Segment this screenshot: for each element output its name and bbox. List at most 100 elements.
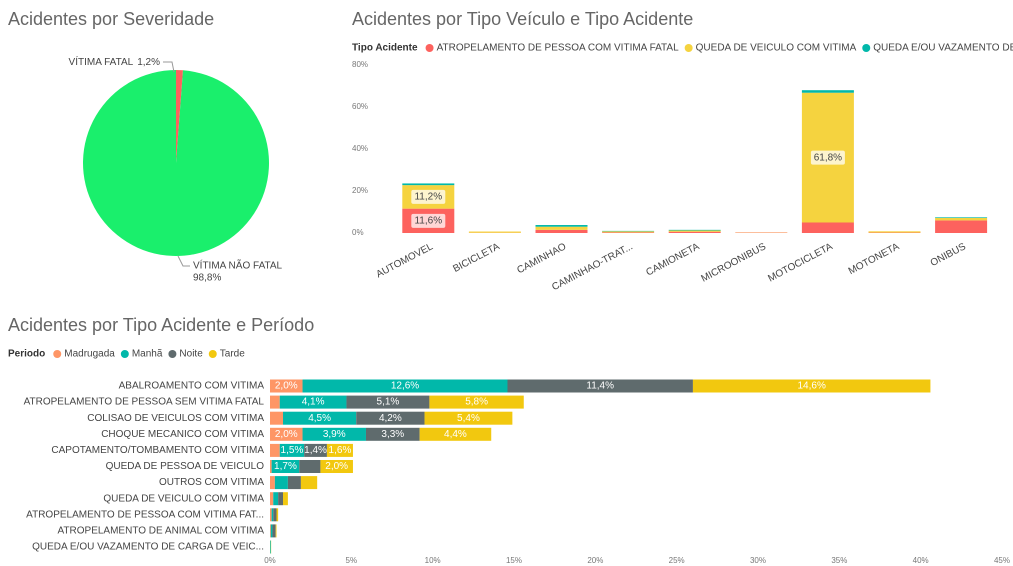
bar-segment xyxy=(868,231,921,233)
bar-segment xyxy=(271,508,274,522)
bar-segment xyxy=(935,217,988,218)
value-label: 1,7% xyxy=(274,461,297,472)
value-label-bg xyxy=(411,189,446,204)
bar-segment xyxy=(320,460,353,473)
bar-segment xyxy=(801,90,854,93)
bar-segment xyxy=(275,524,277,538)
bar-segment xyxy=(270,460,272,473)
slice-value: 1,2% xyxy=(137,57,160,68)
bar-segment xyxy=(271,460,300,473)
legend-swatch xyxy=(208,350,217,358)
x-tick-label: BICICLETA xyxy=(451,241,501,275)
bar-segment xyxy=(274,476,288,490)
x-tick-label: 20% xyxy=(587,556,603,565)
y-tick-label: 0% xyxy=(352,228,364,237)
legend-swatch xyxy=(684,44,693,52)
value-label: 2,0% xyxy=(275,429,298,440)
legend-swatch xyxy=(168,350,177,358)
x-tick-label: 10% xyxy=(425,556,441,565)
bar-segment xyxy=(270,476,275,490)
bar-segment xyxy=(801,222,854,233)
y-tick-label: COLISAO DE VEICULOS COM VITIMA xyxy=(87,413,264,424)
y-tick-label: ATROPELAMENTO DE PESSOA SEM VITIMA FATAL xyxy=(24,397,265,408)
leader-line xyxy=(163,61,175,73)
bar-segment xyxy=(283,492,288,506)
x-tick-label: 30% xyxy=(750,556,766,565)
bar-segment xyxy=(935,217,988,221)
value-label: 11,4% xyxy=(586,381,614,392)
value-label: 3,3% xyxy=(381,429,404,440)
bar-segment xyxy=(535,225,588,227)
y-tick-label: QUEDA DE PESSOA DE VEICULO xyxy=(106,461,265,472)
slice-label: 98,8% xyxy=(193,273,221,284)
bar-segment xyxy=(429,395,524,409)
leader-line xyxy=(177,255,190,267)
value-label: 1,5% xyxy=(281,445,304,456)
bar-segment xyxy=(300,476,318,490)
x-tick-label: 5% xyxy=(346,556,358,565)
bar-segment xyxy=(279,395,347,409)
bar-segment xyxy=(356,411,425,425)
value-label: 4,5% xyxy=(308,413,331,424)
value-label: 4,1% xyxy=(302,397,325,408)
bar-segment xyxy=(419,427,492,441)
bar-segment xyxy=(270,492,274,506)
y-tick-label: ATROPELAMENTO DE PESSOA COM VITIMA FAT..… xyxy=(26,509,264,520)
bar-segment xyxy=(270,524,271,538)
value-label: 1,4% xyxy=(304,445,327,456)
bar-segment xyxy=(270,379,303,393)
bar-segment xyxy=(273,508,277,522)
value-label-bg xyxy=(810,150,845,165)
bar-segment xyxy=(668,230,721,232)
value-label: 4,4% xyxy=(444,429,467,440)
bar-segment xyxy=(535,226,588,230)
bar-segment xyxy=(283,411,357,425)
chart-title: Acidentes por Tipo Veículo e Tipo Aciden… xyxy=(352,9,693,29)
y-tick-label: CHOQUE MECANICO COM VITIMA xyxy=(101,429,264,440)
bar-segment xyxy=(270,540,271,554)
legend-title: Tipo Acidente xyxy=(352,43,418,54)
chart-title: Acidentes por Severidade xyxy=(8,9,214,29)
bar-segment xyxy=(424,411,513,425)
value-label: 3,9% xyxy=(323,429,346,440)
legend-label: Madrugada xyxy=(64,349,115,360)
bar-segment xyxy=(346,395,430,409)
bar-segment xyxy=(270,411,284,425)
bar-segment xyxy=(278,492,284,506)
y-tick-label: 80% xyxy=(352,60,368,69)
bar-segment xyxy=(276,508,279,522)
x-tick-label: CAMIONETA xyxy=(644,241,701,278)
value-label: 2,0% xyxy=(325,461,348,472)
bar-segment xyxy=(273,492,279,506)
bar-segment xyxy=(602,231,655,233)
bar-segment xyxy=(326,443,353,457)
value-label: 11,6% xyxy=(414,215,442,226)
value-label: 5,4% xyxy=(457,413,480,424)
bar-segment xyxy=(302,427,366,441)
x-tick-label: AUTOMOVEL xyxy=(375,241,436,280)
bar-segment xyxy=(602,232,655,233)
legend-label: ATROPELAMENTO DE PESSOA COM VITIMA FATAL xyxy=(437,43,680,54)
bar-segment xyxy=(507,379,693,393)
bar-segment xyxy=(270,395,280,409)
value-label: 12,6% xyxy=(391,381,419,392)
bar-segment xyxy=(535,229,588,233)
legend-label: QUEDA E/OU VAZAMENTO DE ... xyxy=(873,43,1013,54)
pie-slice xyxy=(176,70,184,163)
x-tick-label: MOTOCICLETA xyxy=(766,241,834,284)
y-tick-label: OUTROS COM VITIMA xyxy=(159,477,264,488)
bar-segment xyxy=(270,427,303,441)
bar-segment xyxy=(468,231,521,233)
bar-segment xyxy=(402,183,455,186)
legend-label: Tarde xyxy=(220,349,245,360)
x-tick-label: 0% xyxy=(264,556,276,565)
y-tick-label: 40% xyxy=(352,144,368,153)
bar-segment xyxy=(935,220,988,233)
legend-title: Periodo xyxy=(8,349,45,360)
value-label: 2,0% xyxy=(275,381,298,392)
y-tick-label: ATROPELAMENTO DE ANIMAL COM VITIMA xyxy=(57,526,264,537)
value-label: 5,1% xyxy=(377,397,400,408)
x-tick-label: 15% xyxy=(506,556,522,565)
slice-label: VÍTIMA FATAL 1,2% xyxy=(69,55,161,68)
bar-segment xyxy=(272,524,276,538)
